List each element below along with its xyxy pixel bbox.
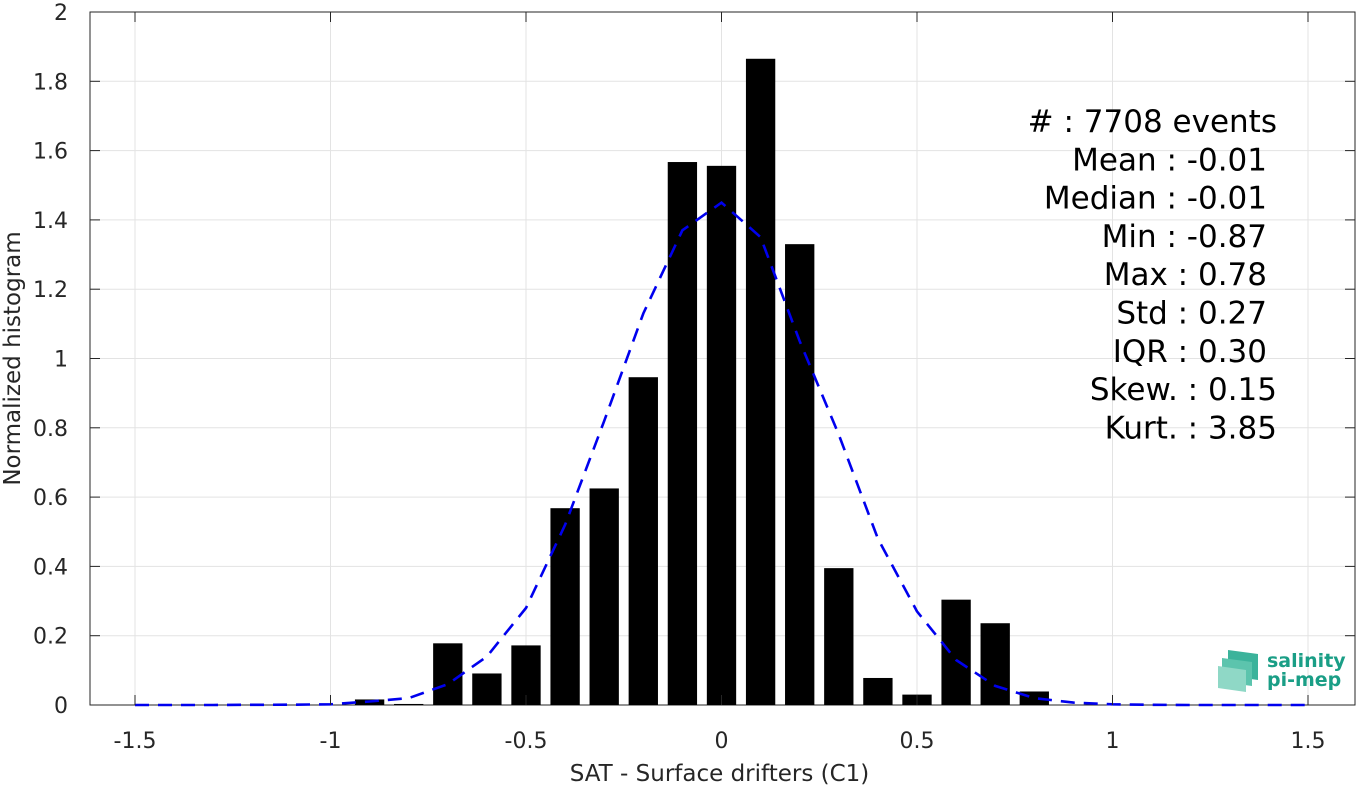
y-tick-label: 0.2 [33, 625, 68, 650]
x-tick-label: -0.5 [505, 729, 548, 754]
x-axis-label: SAT - Surface drifters (C1) [570, 761, 870, 785]
histogram-bar [824, 568, 854, 705]
histogram-bar [980, 623, 1010, 705]
stat-line: Std : 0.27 [1116, 296, 1267, 332]
histogram-bar [785, 244, 815, 705]
y-tick-label: 1.2 [33, 278, 68, 303]
stat-line: IQR : 0.30 [1113, 334, 1267, 370]
stat-line: Mean : -0.01 [1072, 142, 1267, 178]
y-tick-label: 0.6 [33, 486, 68, 511]
stat-line: # : 7708 events [1028, 104, 1277, 140]
logo-text-line2: pi-mep [1267, 669, 1341, 691]
logo-icon [1218, 650, 1258, 692]
y-tick-label: 1.4 [33, 209, 68, 234]
histogram-bar [589, 488, 619, 705]
histogram-bar [433, 643, 463, 705]
x-tick-label: 0.5 [900, 729, 935, 754]
y-tick-label: 1.8 [33, 70, 68, 95]
histogram-bar [472, 673, 502, 705]
stat-line: Skew. : 0.15 [1090, 372, 1277, 408]
histogram-bar [628, 377, 658, 705]
x-tick-label: 0 [715, 729, 729, 754]
x-tick-label: 1.5 [1291, 729, 1326, 754]
histogram-bar [745, 58, 776, 705]
histogram-bar [550, 508, 580, 705]
y-tick-label: 2 [54, 1, 68, 26]
y-tick-label: 0.4 [33, 555, 68, 580]
y-tick-label: 0 [54, 694, 68, 719]
histogram-bar [667, 162, 698, 706]
x-axis-ticks: -1.5 -1 -0.5 0 0.5 1 1.5 [114, 12, 1326, 754]
stat-line: Min : -0.87 [1102, 219, 1267, 255]
stat-line: Max : 0.78 [1104, 257, 1267, 293]
x-tick-label: -1.5 [114, 729, 157, 754]
y-tick-label: 1.6 [33, 140, 68, 165]
y-tick-label: 0.8 [33, 417, 68, 442]
x-tick-label: 1 [1106, 729, 1120, 754]
histogram-bar [394, 703, 424, 705]
bars [354, 58, 1049, 706]
y-axis-label: Normalized histogram [0, 231, 26, 485]
histogram-bar [706, 165, 737, 705]
histogram-bar [941, 599, 971, 705]
stat-line: Kurt. : 3.85 [1105, 410, 1277, 446]
logo-text-line1: salinity [1267, 650, 1346, 672]
histogram-bar [863, 677, 893, 705]
x-tick-label: -1 [320, 729, 342, 754]
y-axis-ticks: 0 0.2 0.4 0.6 0.8 1 1.2 1.4 1.6 1.8 2 [33, 1, 1355, 719]
salinity-pimep-logo: salinity pi-mep [1218, 650, 1346, 692]
y-tick-label: 1 [54, 348, 68, 373]
stat-line: Median : -0.01 [1044, 181, 1267, 217]
